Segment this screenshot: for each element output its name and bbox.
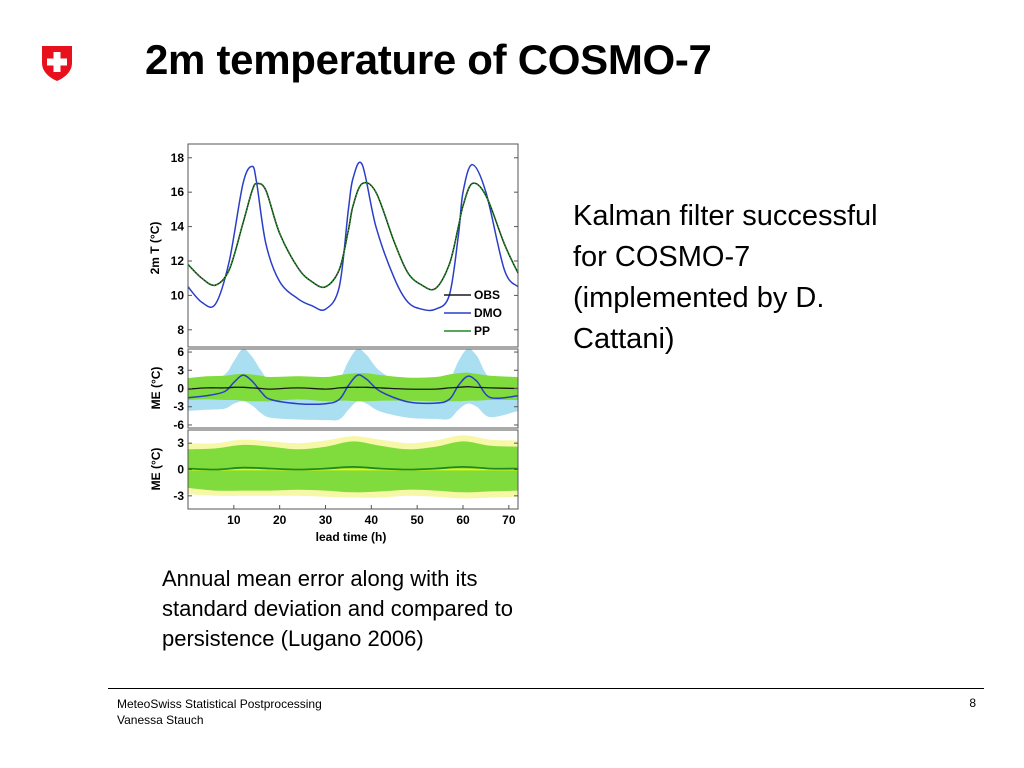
x-axis-label: lead time (h) xyxy=(316,530,387,544)
panel1-yticks: 8 10 12 14 16 18 xyxy=(171,151,518,337)
x-tick-label: 50 xyxy=(410,513,424,527)
dmo-error-line xyxy=(187,374,519,405)
caption-line: persistence (Lugano 2006) xyxy=(162,626,424,651)
legend-dmo: DMO xyxy=(474,306,502,320)
panel1-ytick-label: 16 xyxy=(171,185,185,199)
figure-caption: Annual mean error along with its standar… xyxy=(162,564,592,654)
panel1-ytick-label: 8 xyxy=(177,323,184,337)
panel2-yticks: 6 3 0 -3 -6 xyxy=(173,345,518,432)
panel2-ylabel: ME (°C) xyxy=(149,367,163,410)
panel2-ytick-label: 3 xyxy=(177,363,184,377)
slide-body-text: Kalman filter successful for COSMO-7 (im… xyxy=(573,196,963,360)
panel3-ylabel: ME (°C) xyxy=(149,448,163,491)
panel3-yticks: 3 0 -3 xyxy=(173,436,518,503)
panel1-frame xyxy=(187,143,519,348)
panel1-series xyxy=(187,161,519,312)
panel1-ytick-label: 14 xyxy=(171,220,185,234)
pp-error-line xyxy=(187,386,519,390)
x-tick-label: 10 xyxy=(227,513,241,527)
caption-line: Annual mean error along with its xyxy=(162,566,478,591)
panel2-ytick-label: -6 xyxy=(173,418,184,432)
panel3-series xyxy=(187,435,519,499)
panel-temperature: 8 10 12 14 16 18 2m T (°C) OBS DMO PP xyxy=(148,143,519,348)
page-title: 2m temperature of COSMO-7 xyxy=(145,36,712,83)
body-line: Cattani) xyxy=(573,323,675,355)
panel1-ytick-label: 18 xyxy=(171,151,185,165)
x-tick-label: 30 xyxy=(319,513,333,527)
dmo-line xyxy=(187,161,519,312)
page-number: 8 xyxy=(969,696,976,710)
cross-horizontal xyxy=(47,58,67,66)
x-tick-label: 40 xyxy=(365,513,379,527)
pp-error-line xyxy=(187,465,519,471)
body-line: for COSMO-7 xyxy=(573,241,751,273)
body-line: Kalman filter successful xyxy=(573,200,878,232)
legend: OBS DMO PP xyxy=(444,288,502,338)
panel1-ytick-label: 10 xyxy=(171,288,185,302)
legend-pp: PP xyxy=(474,324,490,338)
panel1-ytick-label: 12 xyxy=(171,254,185,268)
footer-divider xyxy=(108,688,984,689)
obs-line xyxy=(187,181,519,291)
footer-line1: MeteoSwiss Statistical Postprocessing xyxy=(117,697,322,711)
x-tick-label: 60 xyxy=(456,513,470,527)
x-tick-label: 20 xyxy=(273,513,287,527)
panel1-ylabel: 2m T (°C) xyxy=(148,222,162,275)
panel3-xticks: 10 20 30 40 50 60 70 xyxy=(227,505,516,527)
body-line: (implemented by D. xyxy=(573,282,825,314)
footer-line2: Vanessa Stauch xyxy=(117,713,204,727)
panel2-ytick-label: 0 xyxy=(177,382,184,396)
panel-mean-error-persistence: 30-3 10 20 30 40 50 60 70 ME (°C) lead time (h… xyxy=(149,429,519,544)
x-tick-label: 70 xyxy=(502,513,516,527)
swiss-shield-icon xyxy=(42,46,72,81)
panel3-ytick-label: 0 xyxy=(177,463,184,477)
legend-obs: OBS xyxy=(474,288,500,302)
panel2-ytick-label: -3 xyxy=(173,400,184,414)
footer-credits: MeteoSwiss Statistical Postprocessing Va… xyxy=(117,696,322,728)
caption-line: standard deviation and compared to xyxy=(162,596,514,621)
panel3-ytick-label: -3 xyxy=(173,489,184,503)
panel2-series xyxy=(187,348,519,421)
pp-line xyxy=(187,181,519,291)
panel3-ytick-label: 3 xyxy=(177,436,184,450)
panel2-ytick-label: 6 xyxy=(177,345,184,359)
panel-mean-error-dmo-pp: 6 3 0 -3 -6 ME (°C) xyxy=(149,345,519,432)
